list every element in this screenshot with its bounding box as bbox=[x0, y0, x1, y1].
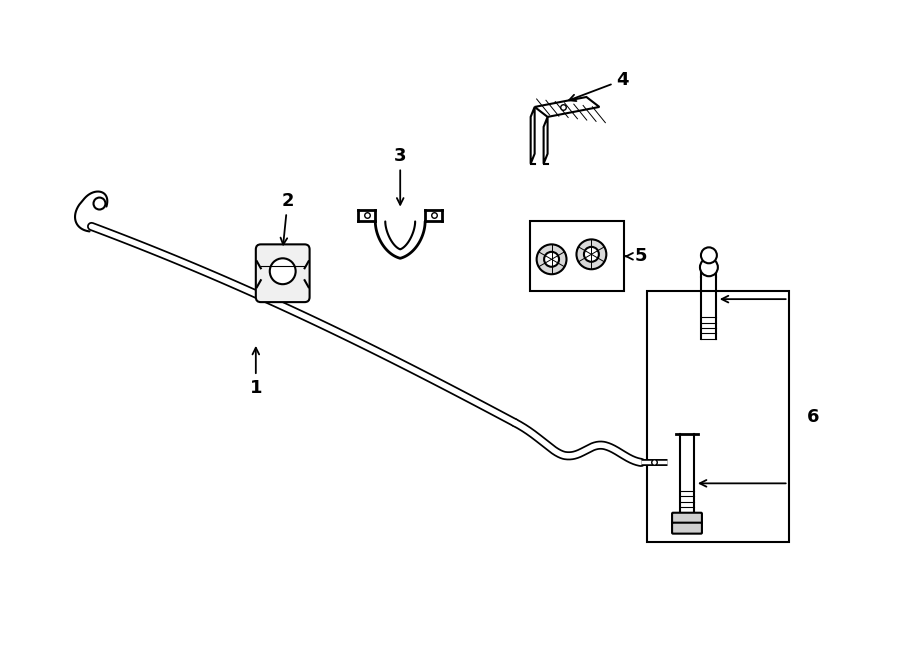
Polygon shape bbox=[535, 97, 599, 117]
Circle shape bbox=[700, 258, 718, 276]
Circle shape bbox=[584, 247, 598, 262]
Text: 3: 3 bbox=[394, 147, 407, 205]
Circle shape bbox=[536, 245, 566, 274]
Circle shape bbox=[94, 198, 105, 210]
FancyBboxPatch shape bbox=[256, 245, 310, 302]
Text: 5: 5 bbox=[634, 247, 647, 265]
Circle shape bbox=[577, 239, 607, 269]
Circle shape bbox=[544, 252, 559, 267]
FancyBboxPatch shape bbox=[672, 513, 702, 524]
Text: 2: 2 bbox=[281, 192, 294, 245]
Text: 1: 1 bbox=[249, 348, 262, 397]
Polygon shape bbox=[544, 117, 547, 164]
Circle shape bbox=[270, 258, 296, 284]
Bar bbox=[647, 291, 788, 542]
Polygon shape bbox=[531, 107, 535, 164]
Text: 6: 6 bbox=[806, 408, 819, 426]
Text: 4: 4 bbox=[569, 71, 629, 101]
FancyBboxPatch shape bbox=[672, 523, 702, 533]
Bar bbox=[530, 221, 625, 291]
Circle shape bbox=[701, 247, 717, 263]
